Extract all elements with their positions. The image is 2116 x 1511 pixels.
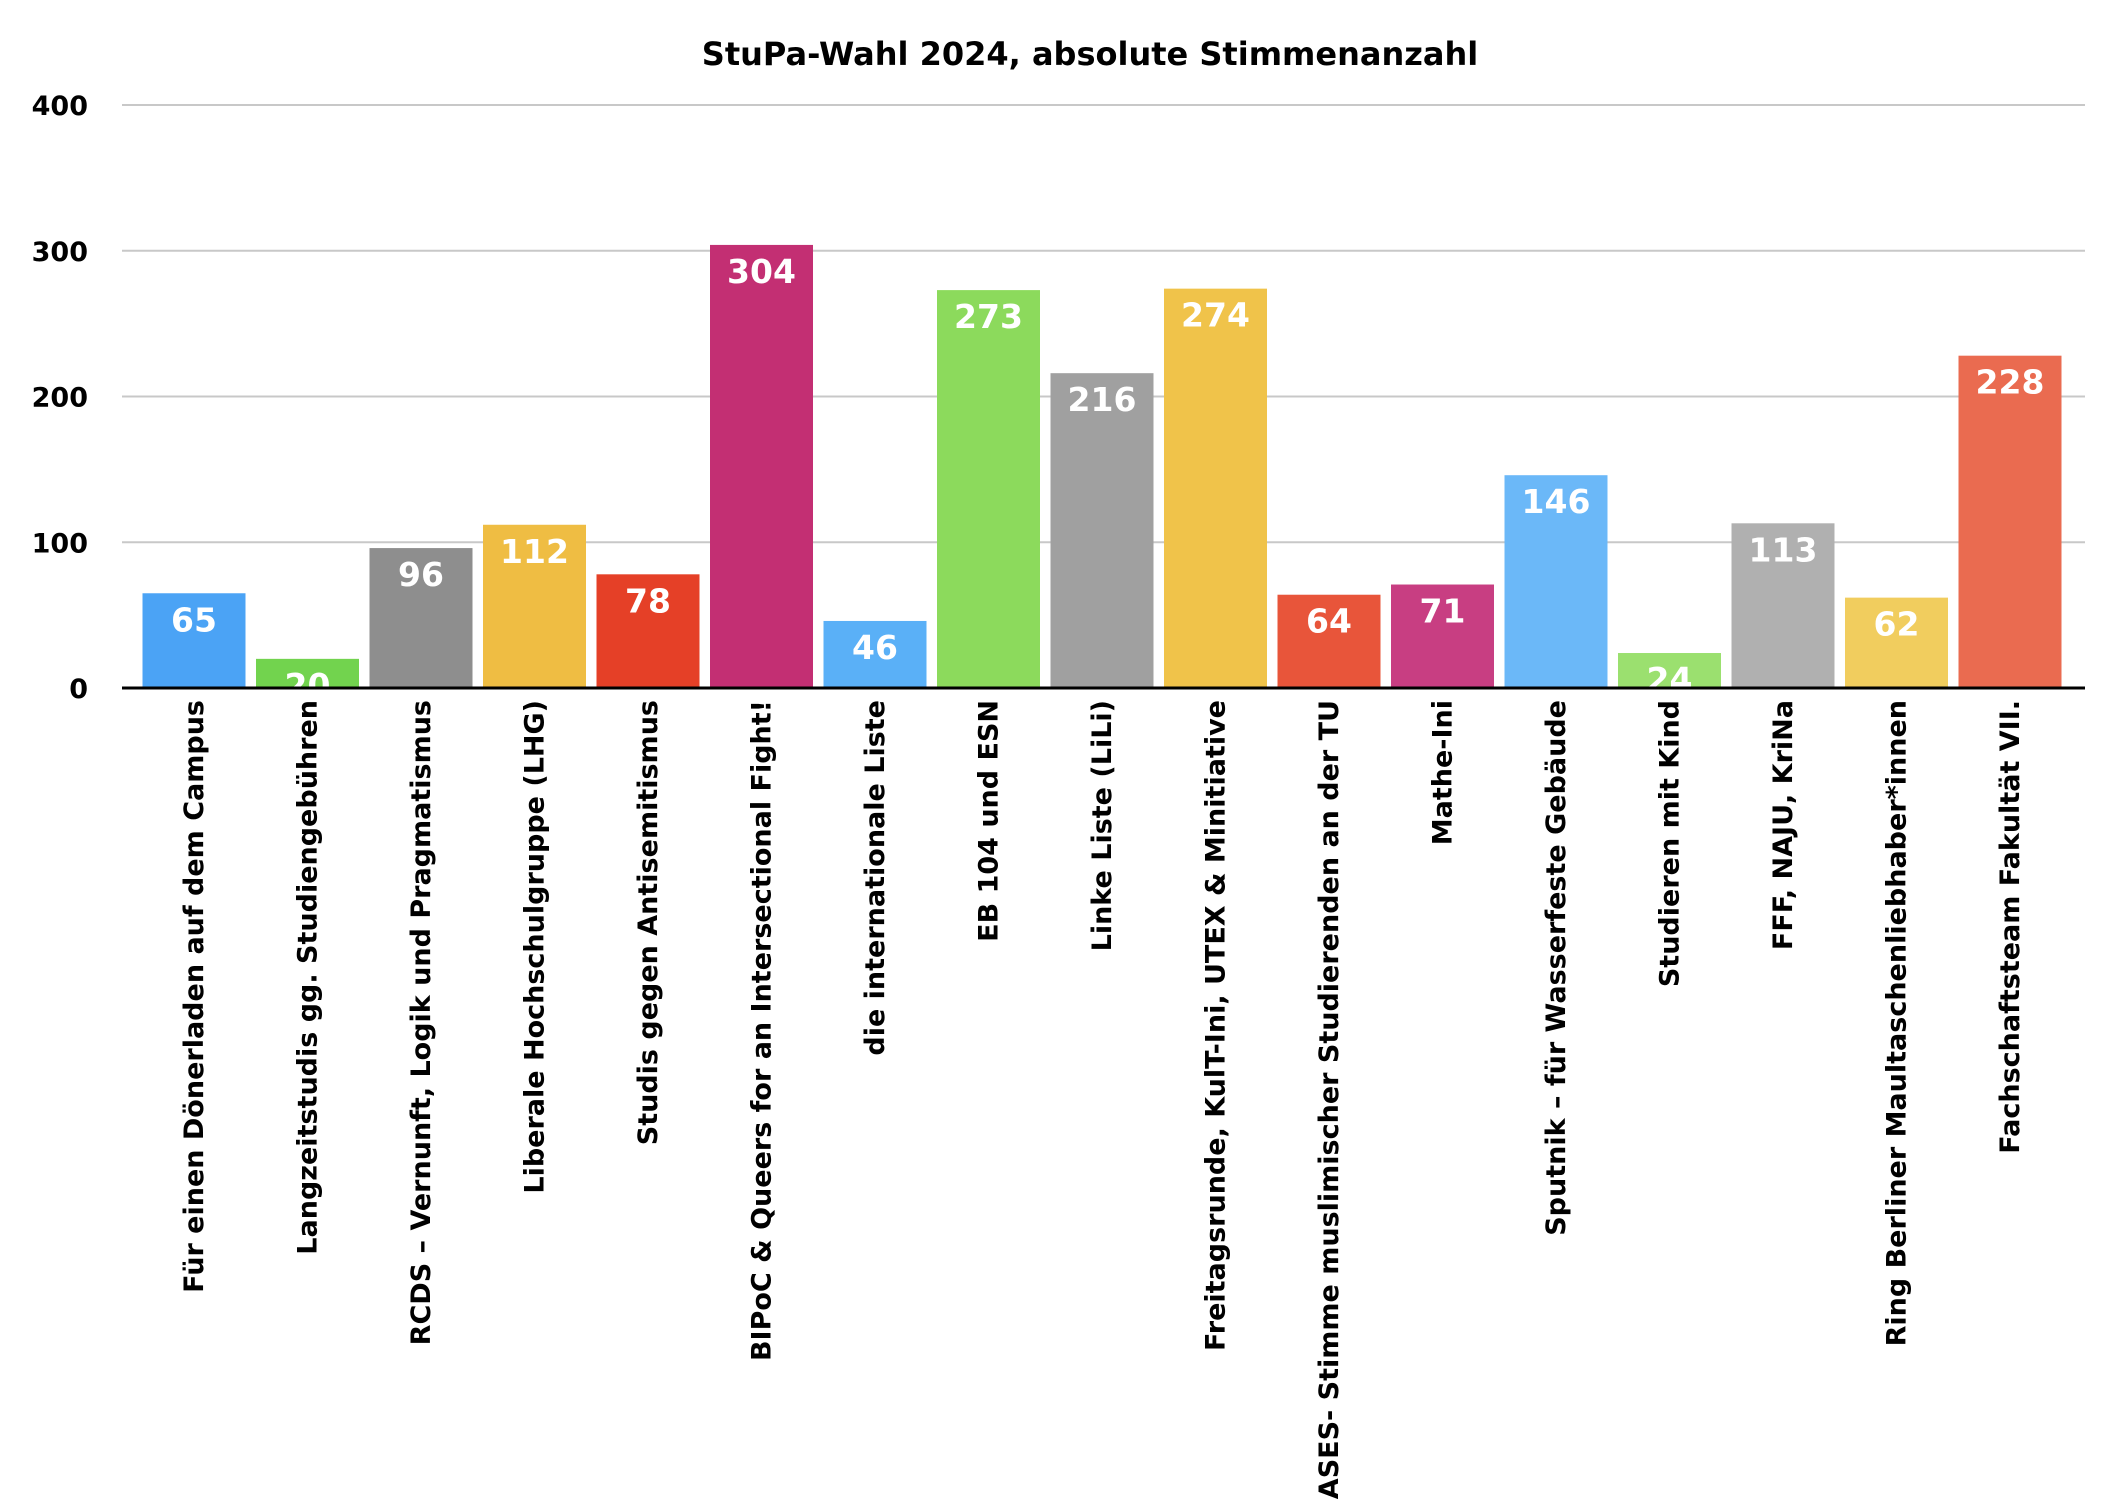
category-label: Mathe-Ini [1428,700,1459,845]
data-label: 24 [1647,660,1693,699]
bar [596,574,700,688]
bars [142,244,2062,689]
y-tick-label: 0 [69,674,88,705]
data-label: 62 [1874,605,1920,644]
y-tick-label: 400 [32,91,88,122]
bar [256,658,359,688]
bar [1391,584,1494,688]
x-axis-categories: Für einen Dönerladen auf dem Campus Langz… [179,700,2026,1499]
bar [1164,288,1267,688]
data-label: 216 [1068,380,1137,419]
bar [483,524,586,688]
category-label: Linke Liste (LiLi) [1087,700,1118,951]
data-label: 46 [852,628,898,667]
bar [1958,355,2062,688]
chart-title: StuPa-Wahl 2024, absolute Stimmenanzahl [702,35,1478,73]
data-label: 113 [1749,530,1818,569]
data-label: 112 [500,532,569,571]
y-tick-label: 300 [32,237,88,268]
bar [1731,523,1835,688]
bar [1504,475,1608,688]
category-label: Langzeitstudis gg. Studiengebühren [293,700,324,1255]
bar [369,548,473,688]
category-label: EB 104 und ESN [974,700,1005,942]
bar [1050,373,1154,688]
bar [1277,594,1381,688]
data-labels: 65 20 96 112 78 304 46 273 216 274 64 71 146 24 113 62 2… [171,252,2044,705]
category-label: Studis gegen Antisemitismus [633,700,664,1145]
bar [710,244,813,689]
category-label: Für einen Dönerladen auf dem Campus [179,700,210,1293]
category-label: RCDS – Vernunft, Logik und Pragmatismus [406,700,437,1345]
category-label: FFF, NAJU, KriNa [1768,700,1799,950]
data-label: 96 [398,555,444,594]
data-label: 146 [1522,482,1591,521]
bar [823,620,927,688]
category-label: die internationale Liste [860,700,891,1056]
data-label: 20 [285,666,331,705]
data-label: 304 [727,252,796,291]
bar [142,593,246,688]
category-label: ASES- Stimme muslimischer Studierenden a… [1314,700,1345,1499]
category-label: Freitagsrunde, KulT-Ini, UTEX & Minitiat… [1201,700,1232,1351]
data-label: 64 [1306,602,1352,641]
y-tick-label: 200 [32,383,88,414]
category-label: Sputnik – für Wasserfeste Gebäude [1541,700,1572,1236]
y-axis-ticks: 0 100 200 300 400 [32,91,88,705]
category-label: Studieren mit Kind [1655,700,1686,987]
data-label: 273 [954,297,1023,336]
bar [1618,653,1721,688]
y-tick-label: 100 [32,528,88,559]
data-label: 228 [1976,363,2045,402]
data-label: 71 [1420,592,1466,631]
data-label: 78 [625,581,671,620]
category-label: Fachschaftsteam Fakultät VII. [1995,700,2026,1154]
category-label: Liberale Hochschulgruppe (LHG) [520,700,551,1194]
category-label: Ring Berliner Maultaschenliebhaber*innen [1882,700,1913,1346]
data-label: 274 [1181,296,1250,335]
data-label: 65 [171,600,217,639]
bar [1845,597,1948,688]
category-label: BIPoC & Queers for an Intersectional Fig… [747,700,778,1361]
bar [937,290,1040,688]
